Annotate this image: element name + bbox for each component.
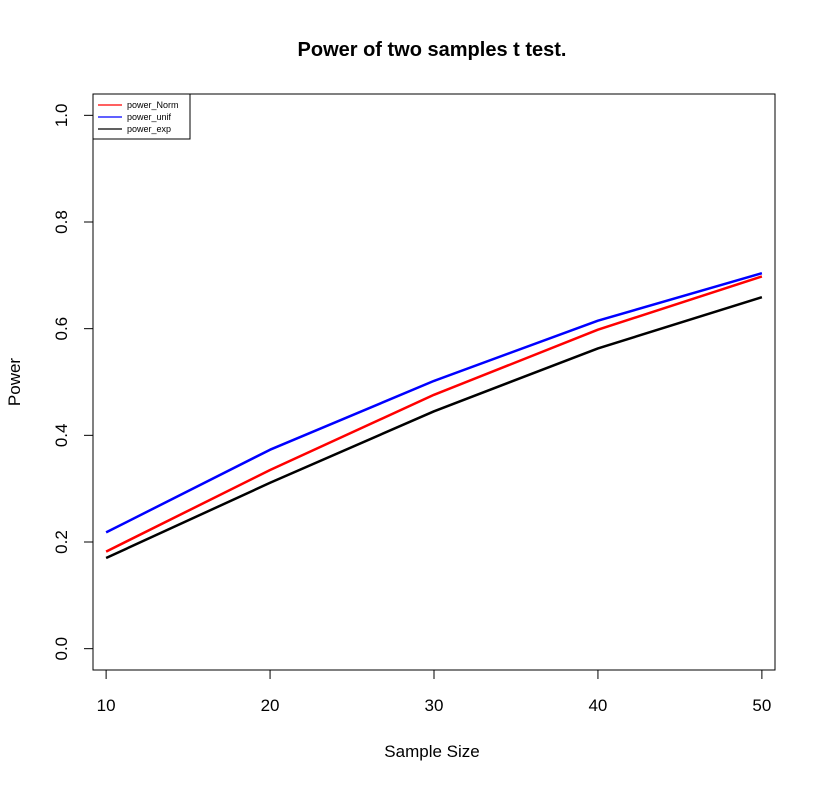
y-axis: 0.0 0.2 0.4 0.6 0.8 1.0 [52,104,94,661]
legend-label: power_exp [127,124,171,134]
legend-label: power_unif [127,112,172,122]
x-tick-label: 40 [588,696,607,715]
chart-title: Power of two samples t test. [298,39,567,61]
series-line-power_Norm [105,275,763,553]
x-axis-label: Sample Size [384,742,479,761]
y-tick-label: 0.8 [52,210,71,234]
x-axis: 10 20 30 40 50 [97,669,771,715]
x-tick-label: 10 [97,696,116,715]
y-tick-label: 1.0 [52,104,71,128]
legend: power_Norm power_unif power_exp [92,93,191,140]
x-tick-label: 30 [425,696,444,715]
y-tick-label: 0.4 [52,424,71,448]
y-axis-label: Power [5,358,24,407]
y-tick-label: 0.6 [52,317,71,341]
y-tick-label: 0.0 [52,637,71,661]
x-tick-label: 50 [752,696,771,715]
series-line-power_exp [105,296,763,560]
x-tick-label: 20 [261,696,280,715]
series-line-power_unif [105,271,763,534]
y-tick-label: 0.2 [52,530,71,554]
series-lines [105,271,763,560]
legend-label: power_Norm [127,100,179,110]
